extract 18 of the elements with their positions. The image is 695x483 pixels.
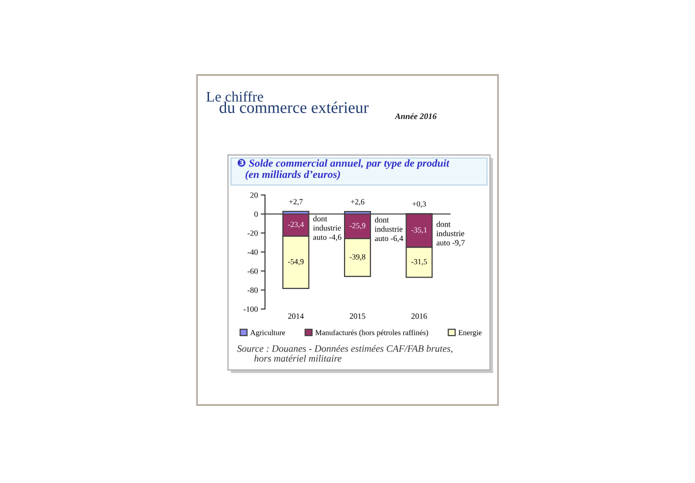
text: Année 2016 — [394, 113, 437, 120]
x-tick-label: 2014 — [288, 313, 304, 319]
text: Le chiffre — [206, 91, 264, 102]
annotation: dont industrie auto -9,7 — [436, 221, 465, 247]
annotation: dont industrie auto -4,6 — [313, 216, 342, 242]
annotation: dont industrie auto -6,4 — [374, 216, 404, 242]
y-tick-label: -100 — [244, 306, 258, 312]
y-tick-label: -60 — [248, 268, 258, 274]
y-tick-label: -20 — [248, 230, 258, 236]
chart-title: ❸ Solde commercial annuel, par type de produit (en milliards d’euros) — [238, 159, 450, 180]
x-tick-label: 2016 — [411, 313, 427, 319]
y-tick-label: 0 — [254, 211, 258, 217]
y-tick-label: 20 — [250, 192, 258, 198]
y-tick-label: -80 — [248, 287, 258, 293]
text: du commerce extérieur — [220, 102, 369, 114]
source-note: Source : Douanes - Données estimées CAF/FAB brutes, hors matériel militaire — [237, 344, 452, 362]
y-tick-label: -40 — [248, 249, 258, 255]
x-tick-label: 2015 — [350, 313, 366, 319]
